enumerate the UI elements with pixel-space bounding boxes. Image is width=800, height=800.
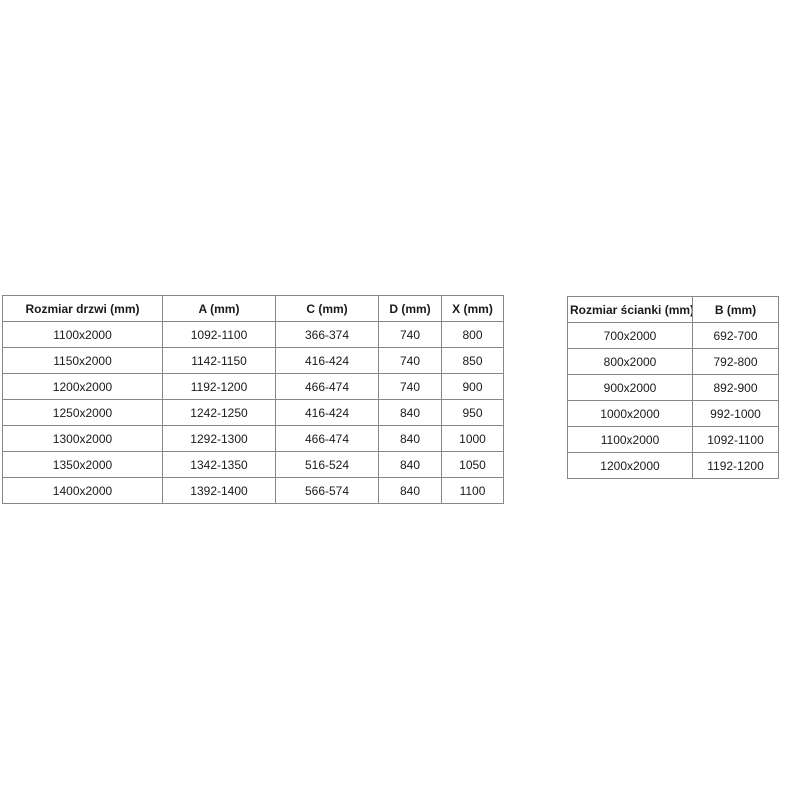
table-cell: 1000 [441,425,504,452]
table-row: 800x2000 792-800 [567,348,779,375]
table-cell: 566-574 [275,477,379,504]
table-cell: 1250x2000 [2,399,163,426]
wall-table-header-rozmiar-scianki: Rozmiar ścianki (mm) [567,296,693,323]
table-cell: 992-1000 [692,400,779,427]
table-cell: 840 [378,477,442,504]
table-row: 1150x2000 1142-1150 416-424 740 850 [2,347,504,374]
table-cell: 850 [441,347,504,374]
table-cell: 1200x2000 [2,373,163,400]
table-cell: 740 [378,321,442,348]
table-cell: 1400x2000 [2,477,163,504]
table-cell: 840 [378,425,442,452]
table-row: 1250x2000 1242-1250 416-424 840 950 [2,399,504,426]
table-row: 1100x2000 1092-1100 [567,426,779,453]
table-cell: 692-700 [692,322,779,349]
table-cell: 1192-1200 [692,452,779,479]
table-cell: 366-374 [275,321,379,348]
table-cell: 1100 [441,477,504,504]
table-cell: 700x2000 [567,322,693,349]
door-table-header-c: C (mm) [275,295,379,322]
table-cell: 800x2000 [567,348,693,375]
table-cell: 900 [441,373,504,400]
door-table-header-a: A (mm) [162,295,276,322]
door-table-header-rozmiar-drzwi: Rozmiar drzwi (mm) [2,295,163,322]
table-cell: 1342-1350 [162,451,276,478]
table-cell: 740 [378,373,442,400]
table-cell: 1142-1150 [162,347,276,374]
table-cell: 416-424 [275,399,379,426]
wall-table-header-row: Rozmiar ścianki (mm) B (mm) [567,296,779,323]
table-row: 1100x2000 1092-1100 366-374 740 800 [2,321,504,348]
table-cell: 840 [378,399,442,426]
door-table-header-x: X (mm) [441,295,504,322]
door-table-header-row: Rozmiar drzwi (mm) A (mm) C (mm) D (mm) … [2,295,504,322]
wall-table-header-b: B (mm) [692,296,779,323]
table-row: 700x2000 692-700 [567,322,779,349]
table-cell: 1392-1400 [162,477,276,504]
door-size-table: Rozmiar drzwi (mm) A (mm) C (mm) D (mm) … [2,295,504,504]
wall-size-table: Rozmiar ścianki (mm) B (mm) 700x2000 692… [567,296,779,479]
table-row: 1400x2000 1392-1400 566-574 840 1100 [2,477,504,504]
table-cell: 1200x2000 [567,452,693,479]
table-cell: 1092-1100 [162,321,276,348]
table-row: 1300x2000 1292-1300 466-474 840 1000 [2,425,504,452]
table-cell: 840 [378,451,442,478]
table-cell: 416-424 [275,347,379,374]
table-row: 1200x2000 1192-1200 466-474 740 900 [2,373,504,400]
table-cell: 740 [378,347,442,374]
table-row: 1200x2000 1192-1200 [567,452,779,479]
table-cell: 792-800 [692,348,779,375]
table-cell: 1092-1100 [692,426,779,453]
table-row: 1350x2000 1342-1350 516-524 840 1050 [2,451,504,478]
table-cell: 1150x2000 [2,347,163,374]
table-cell: 1350x2000 [2,451,163,478]
table-cell: 1192-1200 [162,373,276,400]
table-cell: 900x2000 [567,374,693,401]
table-cell: 1242-1250 [162,399,276,426]
table-cell: 800 [441,321,504,348]
table-cell: 892-900 [692,374,779,401]
table-cell: 1100x2000 [2,321,163,348]
table-cell: 1292-1300 [162,425,276,452]
table-cell: 1100x2000 [567,426,693,453]
table-cell: 1300x2000 [2,425,163,452]
table-cell: 950 [441,399,504,426]
table-cell: 516-524 [275,451,379,478]
table-cell: 1050 [441,451,504,478]
table-row: 1000x2000 992-1000 [567,400,779,427]
table-cell: 1000x2000 [567,400,693,427]
table-cell: 466-474 [275,425,379,452]
table-cell: 466-474 [275,373,379,400]
table-row: 900x2000 892-900 [567,374,779,401]
door-table-header-d: D (mm) [378,295,442,322]
